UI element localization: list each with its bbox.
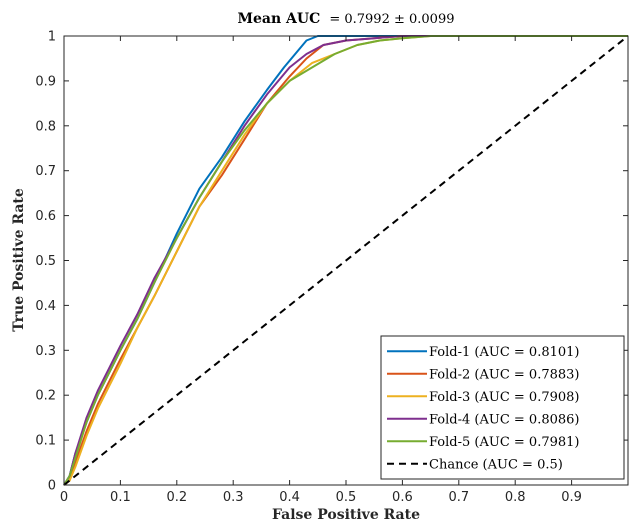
legend-entry-3: Fold-3 (AUC = 0.7908) <box>429 390 580 405</box>
legend-entry-2: Fold-2 (AUC = 0.7883) <box>429 367 580 382</box>
y-tick-label: 0.2 <box>35 389 56 404</box>
x-tick-label: 0.1 <box>110 490 131 505</box>
legend-entry-5: Fold-5 (AUC = 0.7981) <box>429 435 580 450</box>
chart-title-main: Mean AUC <box>237 11 320 27</box>
legend-box <box>380 335 625 480</box>
x-tick-label: 0.7 <box>448 490 469 505</box>
x-tick-label: 0.9 <box>561 490 582 505</box>
chart-title: Mean AUC = 0.7992 ± 0.0099 <box>237 8 454 27</box>
y-tick-label: 0.3 <box>35 344 56 359</box>
x-tick-label: 0 <box>60 490 68 505</box>
x-tick-label: 0.5 <box>336 490 357 505</box>
y-axis: 0 0.1 0.2 0.3 0.4 0.5 0.6 0.7 0.8 0.9 1 <box>35 30 628 494</box>
y-axis-label: True Positive Rate <box>11 188 27 332</box>
y-tick-label: 0.1 <box>35 434 56 449</box>
legend-entry-4: Fold-4 (AUC = 0.8086) <box>429 412 580 427</box>
x-tick-label: 0.2 <box>166 490 187 505</box>
x-axis: 0 0.1 0.2 0.3 0.4 0.5 0.6 0.7 0.8 0.9 <box>60 36 582 505</box>
legend: Fold-1 (AUC = 0.8101) Fold-2 (AUC = 0.788… <box>380 335 625 480</box>
y-tick-label: 0 <box>48 479 56 494</box>
x-tick-label: 0.6 <box>392 490 413 505</box>
x-tick-label: 0.3 <box>223 490 244 505</box>
y-tick-label: 0.5 <box>35 254 56 269</box>
chart-title-value: = 0.7992 ± 0.0099 <box>329 12 454 27</box>
y-tick-label: 0.7 <box>35 164 56 179</box>
legend-entry-1: Fold-1 (AUC = 0.8101) <box>429 345 580 360</box>
y-tick-label: 1 <box>48 30 56 45</box>
legend-entry-6: Chance (AUC = 0.5) <box>429 457 563 472</box>
y-tick-label: 0.6 <box>35 209 56 224</box>
series-line-6 <box>63 35 629 486</box>
y-tick-label: 0.4 <box>35 299 56 314</box>
x-tick-label: 0.4 <box>279 490 300 505</box>
y-tick-label: 0.9 <box>35 74 56 89</box>
y-tick-label: 0.8 <box>35 119 56 134</box>
x-tick-label: 0.8 <box>505 490 526 505</box>
x-axis-label: False Positive Rate <box>272 507 420 523</box>
